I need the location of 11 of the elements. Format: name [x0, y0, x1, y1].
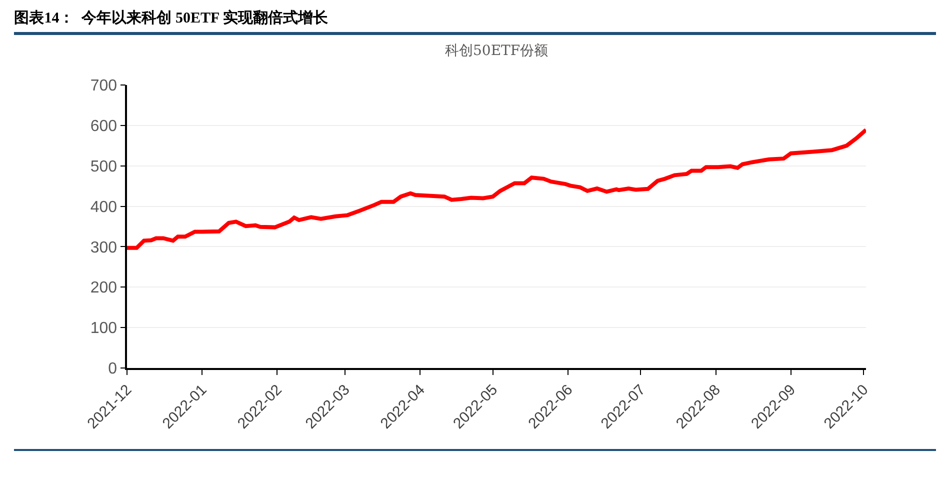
line-series [127, 128, 866, 250]
y-tick-label: 400 [90, 198, 118, 216]
chart-title: 图表14： 今年以来科创 50ETF 实现翻倍式增长 [14, 8, 329, 27]
y-tick-label: 0 [108, 360, 118, 378]
y-tick-label: 500 [90, 158, 118, 176]
y-tick-label: 700 [90, 78, 118, 95]
y-tick-label: 600 [90, 118, 118, 136]
y-tick-label: 200 [90, 280, 118, 297]
y-tick-label: 100 [90, 320, 118, 338]
y-tick-label: 300 [90, 239, 118, 256]
chart-subtitle: 科创50ETF份额 [445, 43, 548, 59]
